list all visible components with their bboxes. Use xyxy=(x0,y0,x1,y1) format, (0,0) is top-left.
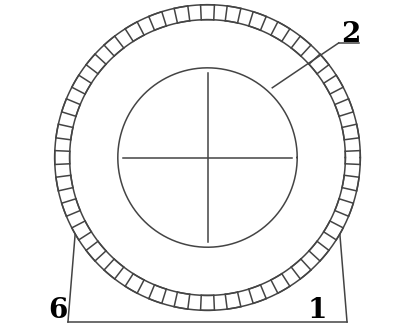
Circle shape xyxy=(55,5,360,310)
Text: 6: 6 xyxy=(48,297,68,324)
Text: 1: 1 xyxy=(308,297,327,324)
Text: 2: 2 xyxy=(341,21,360,48)
